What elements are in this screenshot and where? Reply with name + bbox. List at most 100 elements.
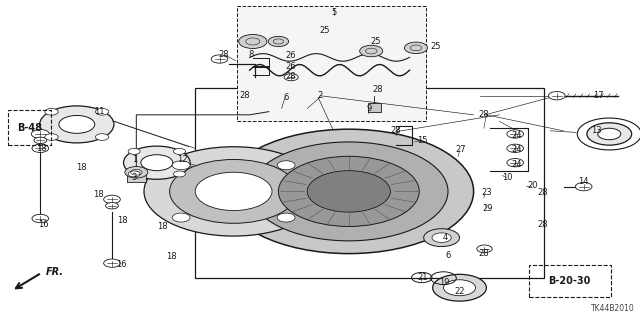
Text: 24: 24 — [512, 131, 522, 140]
Circle shape — [575, 182, 592, 191]
Circle shape — [95, 134, 109, 140]
Circle shape — [548, 92, 565, 100]
Text: 25: 25 — [430, 42, 440, 51]
Text: 27: 27 — [456, 145, 466, 154]
Text: 28: 28 — [286, 72, 296, 81]
Text: 29: 29 — [483, 204, 493, 213]
Bar — [368, 103, 381, 112]
Text: 18: 18 — [93, 190, 103, 199]
Text: 22: 22 — [454, 287, 465, 296]
Text: 16: 16 — [116, 260, 127, 269]
Text: B-20-30: B-20-30 — [548, 276, 591, 286]
Text: 20: 20 — [527, 181, 538, 189]
Text: 24: 24 — [512, 145, 522, 154]
Circle shape — [141, 155, 173, 171]
Text: 10: 10 — [502, 173, 513, 182]
Circle shape — [172, 213, 190, 222]
Circle shape — [124, 146, 190, 179]
Text: 24: 24 — [512, 160, 522, 169]
Text: 7: 7 — [394, 126, 399, 135]
Bar — [195, 88, 544, 278]
Text: 21: 21 — [417, 273, 428, 282]
Circle shape — [477, 245, 492, 253]
Text: 28: 28 — [479, 249, 489, 258]
Text: 11: 11 — [94, 107, 104, 116]
Circle shape — [104, 195, 120, 204]
Circle shape — [170, 160, 298, 223]
Circle shape — [277, 213, 295, 222]
Text: 18: 18 — [76, 163, 86, 172]
Text: 12: 12 — [177, 155, 188, 164]
Text: B-48: B-48 — [17, 122, 42, 133]
Circle shape — [95, 108, 109, 115]
Circle shape — [125, 167, 148, 178]
Circle shape — [211, 55, 228, 63]
Text: 28: 28 — [538, 220, 548, 229]
Text: 6: 6 — [284, 93, 289, 102]
Circle shape — [277, 161, 295, 170]
Text: 26: 26 — [286, 51, 296, 60]
Circle shape — [32, 144, 49, 152]
Text: 26: 26 — [286, 63, 296, 71]
Circle shape — [104, 259, 120, 267]
Text: 25: 25 — [371, 37, 381, 46]
Circle shape — [45, 108, 58, 115]
Text: 19: 19 — [440, 278, 450, 287]
Circle shape — [360, 45, 383, 57]
Circle shape — [34, 137, 47, 144]
Circle shape — [128, 148, 140, 154]
Circle shape — [268, 36, 289, 47]
Text: 4: 4 — [442, 233, 447, 242]
Circle shape — [106, 203, 118, 209]
Text: 28: 28 — [219, 50, 229, 59]
Circle shape — [307, 171, 390, 212]
Text: 28: 28 — [538, 189, 548, 197]
Circle shape — [433, 274, 486, 301]
Bar — [529, 265, 611, 297]
Text: 28: 28 — [239, 91, 250, 100]
Text: 13: 13 — [591, 126, 602, 135]
Text: 25: 25 — [320, 26, 330, 35]
Circle shape — [424, 229, 460, 247]
Circle shape — [128, 171, 140, 177]
Circle shape — [173, 171, 186, 177]
Circle shape — [31, 130, 49, 138]
Circle shape — [59, 115, 95, 133]
Text: 1: 1 — [132, 155, 137, 164]
Text: 28: 28 — [390, 126, 401, 135]
Circle shape — [195, 172, 272, 211]
Circle shape — [45, 134, 58, 140]
Text: 17: 17 — [593, 91, 604, 100]
Circle shape — [250, 142, 448, 241]
Circle shape — [444, 280, 476, 296]
Bar — [237, 6, 426, 121]
Circle shape — [598, 128, 621, 140]
Text: 28: 28 — [479, 110, 489, 119]
Circle shape — [239, 34, 267, 48]
Bar — [127, 175, 146, 182]
Circle shape — [507, 144, 524, 152]
Circle shape — [40, 106, 114, 143]
Circle shape — [432, 233, 451, 242]
Text: 8: 8 — [249, 50, 254, 59]
Circle shape — [507, 130, 524, 138]
Text: 18: 18 — [157, 222, 167, 231]
Text: 2: 2 — [317, 91, 323, 100]
Text: 28: 28 — [372, 85, 383, 94]
Circle shape — [587, 123, 632, 145]
Text: 23: 23 — [481, 189, 492, 197]
Text: 14: 14 — [579, 177, 589, 186]
Text: 18: 18 — [36, 144, 47, 153]
Bar — [8, 110, 51, 145]
Text: FR.: FR. — [46, 267, 64, 277]
Text: 5: 5 — [332, 8, 337, 17]
Circle shape — [144, 147, 323, 236]
Text: 18: 18 — [118, 216, 128, 225]
Circle shape — [284, 74, 298, 81]
Text: 18: 18 — [166, 252, 177, 261]
Text: 16: 16 — [38, 220, 49, 229]
Text: 15: 15 — [417, 136, 428, 145]
Text: 9: 9 — [367, 104, 372, 113]
Circle shape — [173, 148, 186, 154]
Circle shape — [172, 161, 190, 170]
